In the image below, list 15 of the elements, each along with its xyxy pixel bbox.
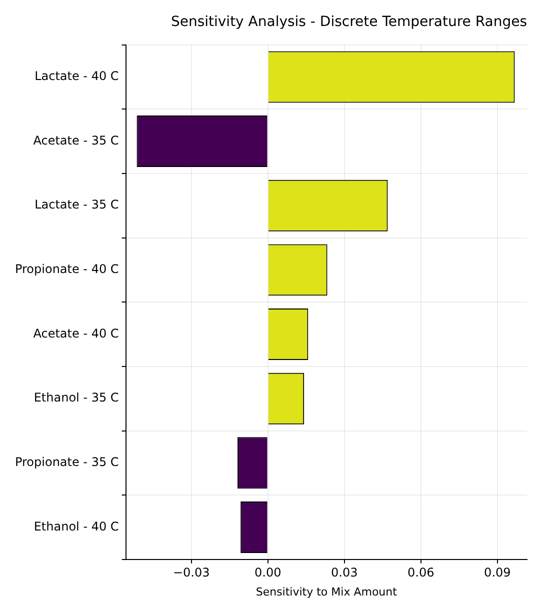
y-tick-label: Ethanol - 40 C (34, 519, 119, 534)
y-tick-label: Acetate - 40 C (33, 326, 119, 340)
x-tick-label: −0.03 (172, 566, 210, 580)
x-axis-title: Sensitivity to Mix Amount (256, 585, 398, 598)
y-tick-label: Acetate - 35 C (33, 133, 119, 148)
x-tick-label: 0.00 (254, 566, 282, 580)
y-tick-label: Propionate - 35 C (14, 455, 119, 470)
x-tick-label: 0.06 (408, 566, 434, 580)
y-tick-label: Propionate - 40 C (14, 262, 119, 276)
y-tick-label: Ethanol - 35 C (34, 390, 119, 405)
x-tick-label: 0.03 (331, 566, 358, 580)
y-tick-label: Lactate - 35 C (34, 198, 119, 212)
chart-title: Sensitivity Analysis - Discrete Temperature Ranges (170, 14, 527, 30)
y-tick-label: Lactate - 40 C (34, 69, 119, 84)
x-tick-label: 0.09 (484, 566, 511, 580)
